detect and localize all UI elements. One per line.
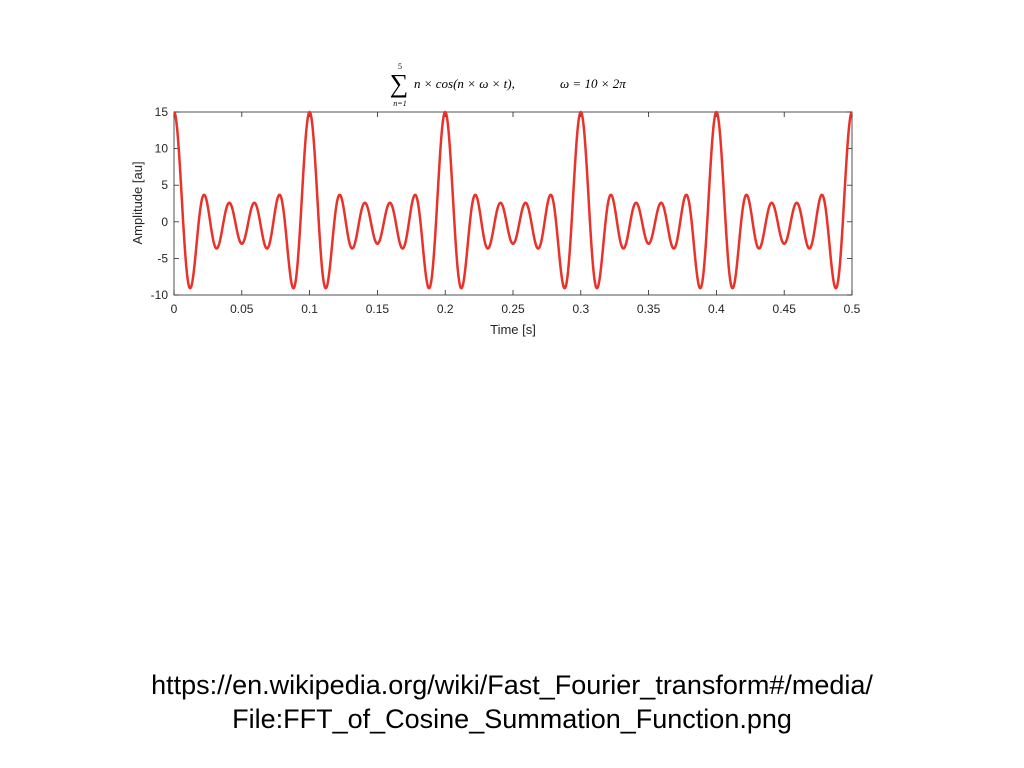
y-axis-label: Amplitude [au]: [130, 161, 145, 244]
x-tick-label: 0.45: [773, 302, 797, 316]
plot-area: [173, 111, 853, 296]
y-tick-label: 15: [155, 105, 169, 119]
y-tick-label: -10: [151, 288, 169, 302]
x-tick-label: 0.15: [366, 302, 390, 316]
x-tick-label: 0.2: [437, 302, 454, 316]
x-tick-label: 0.25: [501, 302, 525, 316]
series-line: [173, 110, 853, 290]
y-axis: 15 10 5 0 -5 -10: [151, 105, 852, 302]
title-sum-symbol: ∑: [390, 69, 409, 98]
y-tick-label: 0: [161, 215, 168, 229]
caption-line-1: https://en.wikipedia.org/wiki/Fast_Fouri…: [151, 670, 873, 700]
title-expression: n × cos(n × ω × t),: [414, 76, 515, 91]
chart-title: ∑ 5 n=1 n × cos(n × ω × t), ω = 10 × 2π: [390, 62, 626, 108]
x-axis-label: Time [s]: [490, 322, 536, 337]
source-caption: https://en.wikipedia.org/wiki/Fast_Fouri…: [0, 668, 1024, 736]
y-tick-label: 5: [161, 178, 168, 192]
x-tick-label: 0.4: [708, 302, 725, 316]
y-tick-label: 10: [155, 142, 169, 156]
title-omega: ω = 10 × 2π: [560, 76, 626, 91]
x-tick-label: 0: [171, 302, 178, 316]
caption-line-2: File:FFT_of_Cosine_Summation_Function.pn…: [232, 704, 792, 734]
x-tick-label: 0.3: [572, 302, 589, 316]
title-sum-upper: 5: [398, 62, 402, 71]
x-tick-label: 0.05: [230, 302, 254, 316]
x-tick-label: 0.1: [301, 302, 318, 316]
x-axis: 0 0.05 0.1 0.15 0.2 0.25 0.3 0.35 0.4 0.45 0.5: [171, 112, 861, 316]
x-tick-label: 0.5: [844, 302, 861, 316]
x-tick-label: 0.35: [637, 302, 661, 316]
y-tick-label: -5: [157, 251, 168, 265]
title-sum-lower: n=1: [393, 99, 406, 108]
